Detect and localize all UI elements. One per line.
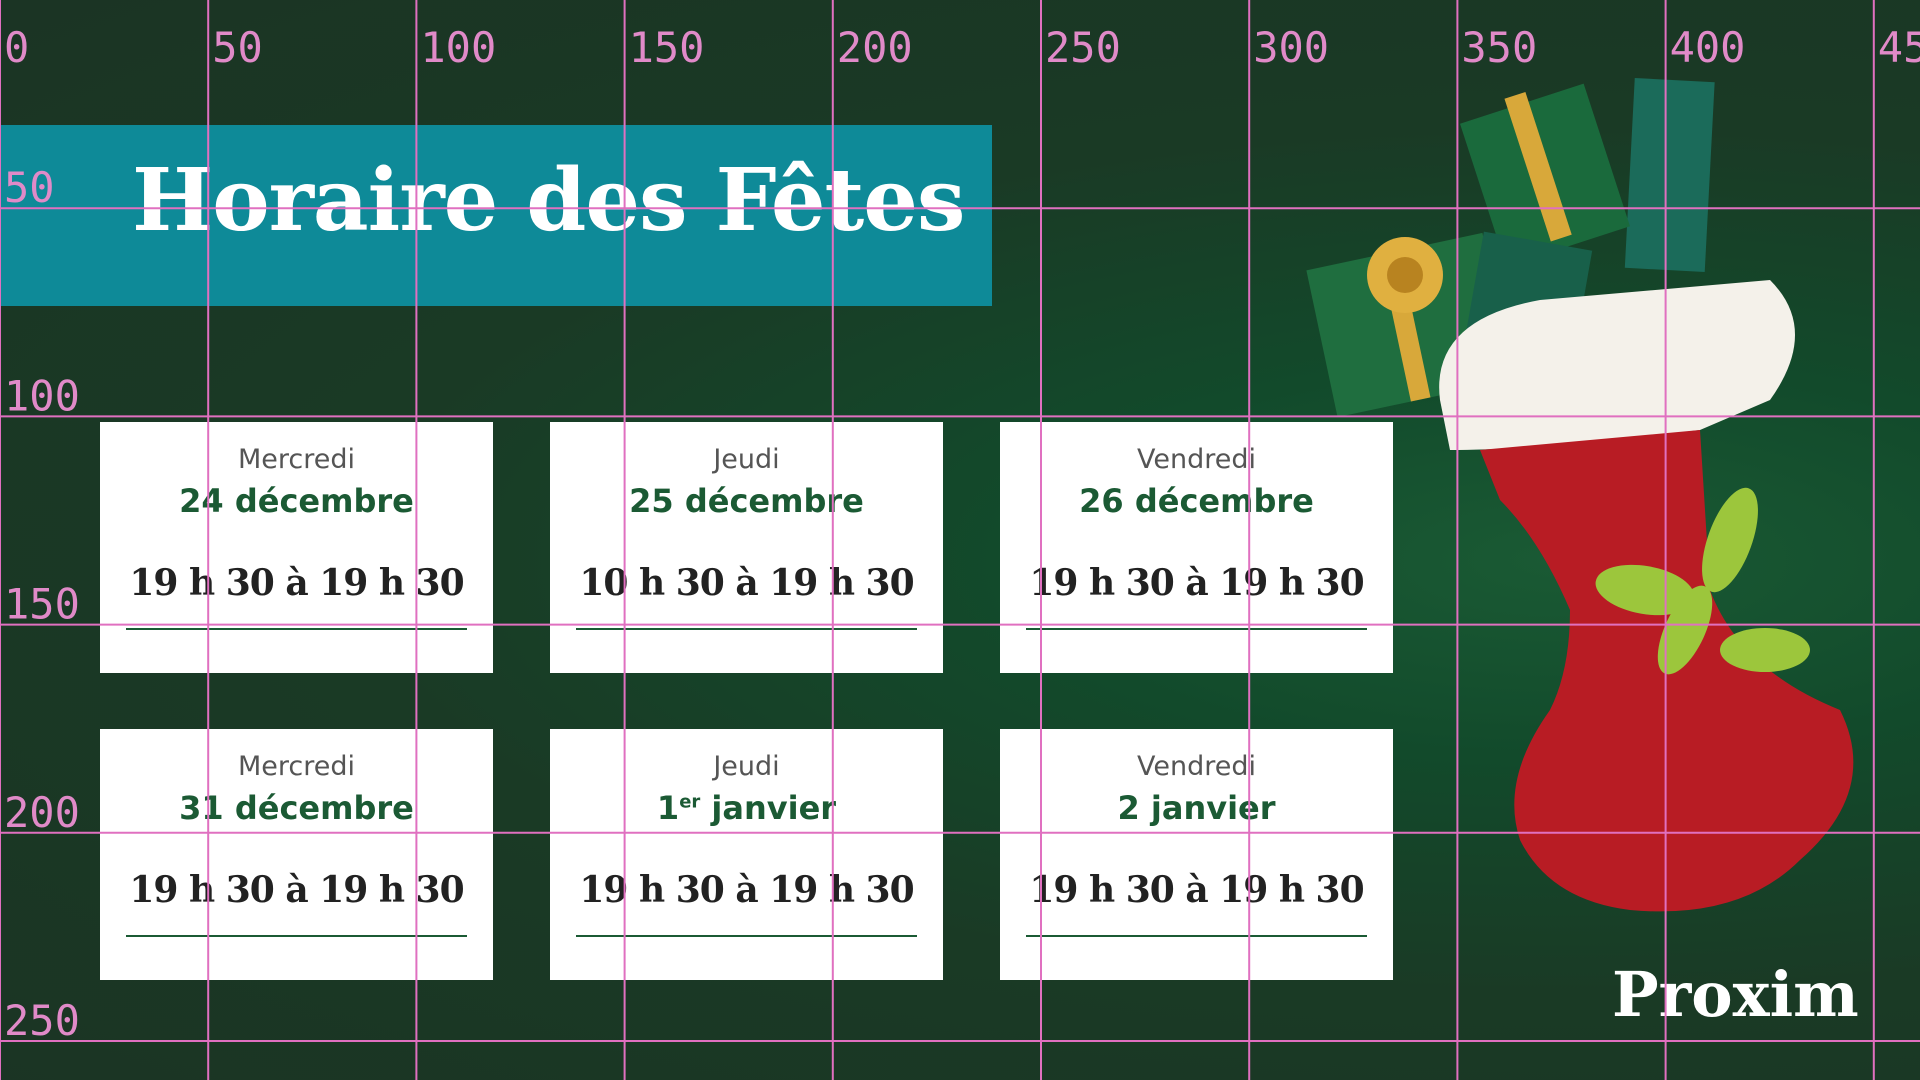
ruler-label: 200 — [837, 23, 913, 72]
schedule-card: Vendredi 2 janvier 19 h 30 à 19 h 30 — [1000, 729, 1393, 980]
divider — [126, 628, 467, 630]
ruler-label: 150 — [629, 23, 705, 72]
ruler-label: 0 — [4, 23, 29, 72]
date-label: 31 décembre — [100, 789, 493, 827]
ruler-label: 100 — [4, 371, 80, 420]
logo: Proxim — [1612, 958, 1859, 1031]
ruler-label: 200 — [4, 788, 80, 837]
divider — [576, 628, 917, 630]
ruler-label: 50 — [212, 23, 263, 72]
schedule-card: Mercredi 24 décembre 19 h 30 à 19 h 30 — [100, 422, 493, 673]
hours-label: 10 h 30 à 19 h 30 — [579, 562, 914, 604]
schedule-card: Jeudi 25 décembre 10 h 30 à 19 h 30 — [550, 422, 943, 673]
ruler-label: 250 — [4, 996, 80, 1045]
ruler-label: 100 — [420, 23, 496, 72]
date-label: 24 décembre — [100, 482, 493, 520]
hours-label: 19 h 30 à 19 h 30 — [579, 869, 914, 911]
divider — [576, 935, 917, 937]
date-part: 1 — [656, 789, 680, 827]
date-part: 25 décembre — [629, 482, 864, 520]
ruler-label: 450 — [1878, 23, 1920, 72]
hours-label: 19 h 30 à 19 h 30 — [129, 869, 464, 911]
title-banner — [0, 125, 992, 306]
day-label: Jeudi — [713, 444, 780, 475]
hours-label: 19 h 30 à 19 h 30 — [1029, 562, 1364, 604]
date-part: er — [679, 791, 701, 813]
ruler-label: 350 — [1461, 23, 1537, 72]
ruler-label: 400 — [1670, 23, 1746, 72]
hours-label: 19 h 30 à 19 h 30 — [1029, 869, 1364, 911]
title: Horaire des Fêtes — [132, 150, 965, 251]
date-part: janvier — [700, 789, 837, 827]
date-label: 1er janvier — [550, 789, 943, 827]
date-label: 2 janvier — [1000, 789, 1393, 827]
divider — [1026, 628, 1367, 630]
date-part: 24 décembre — [179, 482, 414, 520]
ruler-label: 300 — [1253, 23, 1329, 72]
day-label: Vendredi — [1137, 444, 1256, 475]
day-label: Mercredi — [237, 751, 356, 782]
schedule-card: Jeudi 1er janvier 19 h 30 à 19 h 30 — [550, 729, 943, 980]
hours-label: 19 h 30 à 19 h 30 — [129, 562, 464, 604]
date-part: 31 décembre — [179, 789, 414, 827]
day-label: Jeudi — [713, 751, 780, 782]
date-part: 26 décembre — [1079, 482, 1314, 520]
schedule-card: Mercredi 31 décembre 19 h 30 à 19 h 30 — [100, 729, 493, 980]
ruler-label: 250 — [1045, 23, 1121, 72]
stocking-illustration — [1306, 78, 1854, 912]
schedule-card: Vendredi 26 décembre 19 h 30 à 19 h 30 — [1000, 422, 1393, 673]
divider — [1026, 935, 1367, 937]
date-part: 2 janvier — [1117, 789, 1276, 827]
ruler-label: 150 — [4, 580, 80, 629]
date-label: 25 décembre — [550, 482, 943, 520]
day-label: Mercredi — [237, 444, 356, 475]
date-label: 26 décembre — [1000, 482, 1393, 520]
divider — [126, 935, 467, 937]
day-label: Vendredi — [1137, 751, 1256, 782]
